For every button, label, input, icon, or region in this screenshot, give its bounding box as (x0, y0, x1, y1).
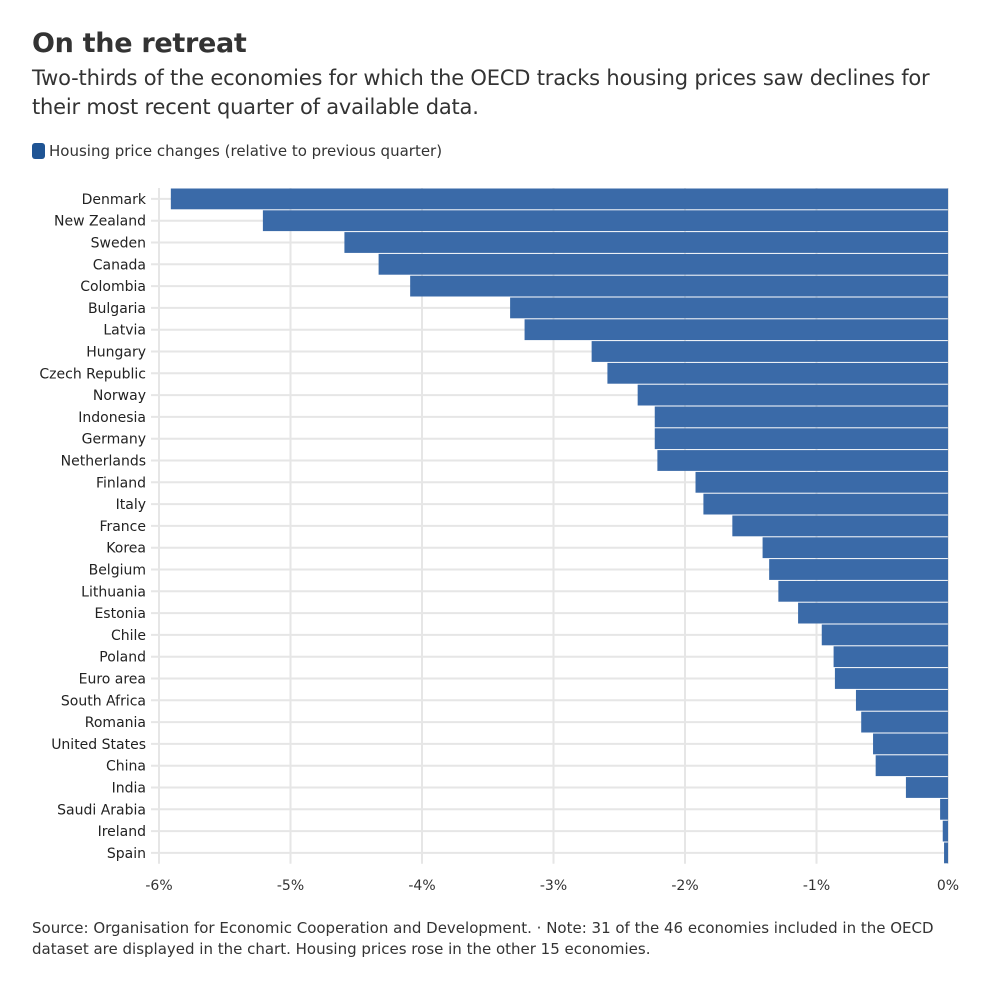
bar (170, 188, 948, 210)
legend: Housing price changes (relative to previ… (32, 142, 442, 160)
chart-title: On the retreat (32, 28, 247, 59)
y-category-label: Sweden (91, 236, 146, 252)
x-tick-label: -3% (540, 878, 567, 894)
bar (637, 384, 948, 406)
bar (654, 406, 948, 428)
bar (905, 777, 948, 798)
y-category-label: Chile (111, 628, 146, 644)
y-category-label: Euro area (79, 672, 146, 688)
chart-subtitle: Two-thirds of the economies for which th… (32, 66, 930, 119)
bar (410, 275, 948, 297)
y-category-label: Colombia (80, 279, 146, 295)
bar (834, 668, 948, 689)
bar (855, 689, 948, 711)
x-tick-label: -5% (277, 878, 304, 894)
bar (778, 580, 948, 602)
y-category-label: Romania (85, 715, 146, 731)
y-category-label: Indonesia (78, 410, 146, 426)
bar (703, 493, 948, 515)
bar (875, 755, 948, 777)
y-category-label: Italy (116, 497, 146, 513)
legend-label: Housing price changes (relative to previ… (49, 142, 443, 160)
bar (510, 297, 948, 319)
bar (944, 842, 948, 864)
bar (378, 253, 949, 275)
x-tick-label: -6% (145, 878, 172, 894)
bar (873, 733, 948, 755)
bar (732, 515, 948, 537)
bar (833, 646, 948, 668)
y-category-label: Estonia (94, 606, 146, 622)
bar (657, 450, 948, 471)
source-note: Source: Organisation for Economic Cooper… (32, 919, 934, 958)
x-tick-label: 0% (937, 878, 959, 894)
y-category-label: Denmark (82, 192, 147, 208)
x-tick-label: -4% (408, 878, 435, 894)
y-category-label: Ireland (98, 824, 146, 840)
y-category-label: Korea (106, 541, 146, 557)
bar (762, 537, 948, 559)
bar (344, 232, 948, 253)
y-category-label: Germany (82, 432, 146, 448)
bar (821, 624, 948, 646)
bar (769, 559, 948, 580)
y-category-label: South Africa (61, 693, 146, 709)
y-category-label: Bulgaria (88, 301, 146, 317)
y-category-label: Hungary (86, 345, 146, 361)
y-category-label: Saudi Arabia (57, 802, 146, 818)
bar (654, 428, 948, 450)
bar (861, 711, 948, 733)
y-category-label: France (99, 519, 146, 535)
y-category-label: Spain (107, 846, 146, 862)
bar (942, 820, 948, 842)
y-category-label: Czech Republic (39, 366, 146, 382)
bar (591, 341, 948, 362)
y-category-label: China (106, 759, 146, 775)
y-category-label: Norway (93, 388, 146, 404)
y-category-label: India (112, 781, 146, 797)
y-category-label: Canada (93, 257, 146, 273)
y-category-label: United States (51, 737, 146, 753)
y-category-label: Lithuania (81, 584, 146, 600)
bar (524, 319, 948, 341)
y-category-label: Finland (96, 475, 146, 491)
y-category-label: New Zealand (54, 214, 146, 230)
x-tick-label: -2% (671, 878, 698, 894)
y-category-label: Netherlands (61, 454, 146, 470)
y-category-label: Belgium (89, 563, 146, 579)
bar (695, 471, 948, 493)
bar-chart: -6% -5% -4% -3% -2% -1% 0% Denmark New Zealand Sw… (39, 188, 959, 894)
y-category-label: Poland (99, 650, 146, 666)
bar (798, 602, 948, 624)
bar (262, 210, 948, 232)
x-tick-label: -1% (803, 878, 830, 894)
legend-swatch (32, 143, 45, 159)
y-category-label: Latvia (103, 323, 146, 339)
bar (940, 798, 948, 820)
bar (607, 362, 948, 384)
